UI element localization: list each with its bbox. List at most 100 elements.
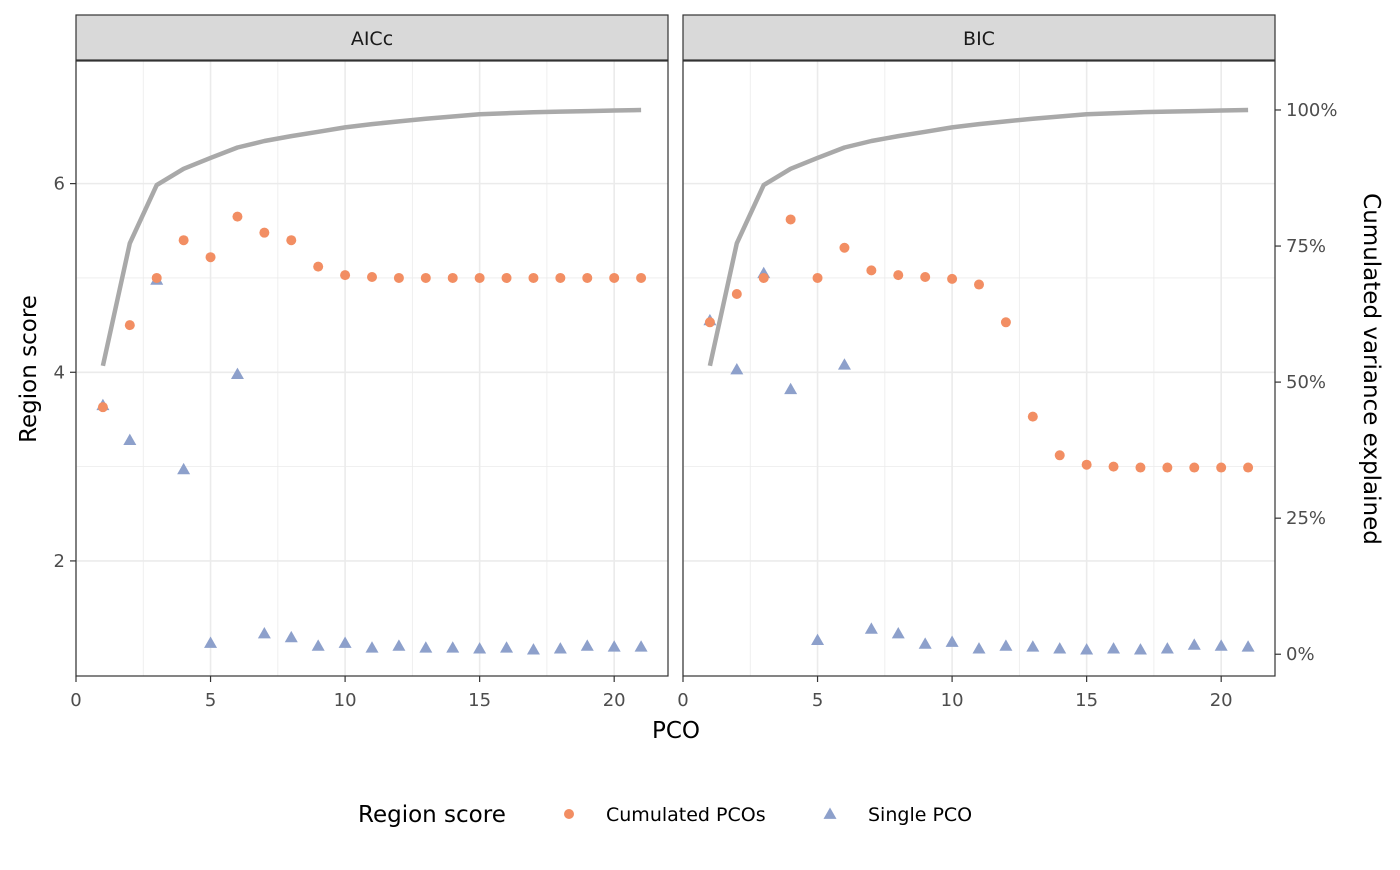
- legend-item-label: Single PCO: [868, 804, 972, 826]
- cumulated-pcos-point: [947, 273, 958, 284]
- cumulated-pcos-point: [447, 272, 458, 283]
- cumulated-pcos-point: [731, 288, 742, 299]
- x-tick-label: 5: [205, 690, 216, 711]
- single-pco-point: [1107, 642, 1121, 654]
- cumulated-pcos-point: [1135, 462, 1146, 473]
- x-tick-label: 0: [70, 690, 81, 711]
- legend-key-single-pco: [816, 800, 844, 828]
- cumulated-pcos-point: [704, 317, 715, 328]
- cumulated-variance-line: [707, 107, 1249, 367]
- cumulated-pcos-point: [582, 272, 593, 283]
- single-pco-point: [730, 362, 744, 375]
- facet-strip: [75, 14, 669, 61]
- single-pco-point: [553, 642, 567, 654]
- single-pco-point: [607, 640, 621, 652]
- cumulated-pcos-point: [1081, 459, 1092, 470]
- cumulated-pcos-point: [866, 265, 877, 276]
- cumulated-pcos-point: [367, 272, 377, 283]
- single-pco-point: [284, 630, 298, 643]
- facet-strip: [682, 14, 1276, 61]
- legend-key-triangle: [823, 807, 837, 819]
- x-tick-label: 15: [468, 690, 491, 711]
- single-pco-point: [811, 633, 825, 646]
- single-pco-point: [123, 433, 137, 446]
- single-pco-point: [784, 382, 798, 395]
- x-tick-label: 10: [941, 690, 964, 711]
- single-pco-point: [580, 639, 594, 651]
- single-pco-point: [526, 643, 540, 655]
- cumulated-pcos-point: [178, 235, 189, 246]
- cumulated-pcos-point: [1162, 462, 1173, 473]
- cumulated-pcos-point: [259, 227, 270, 238]
- y-tick-label: 2: [54, 551, 65, 572]
- legend: Cumulated PCOs Single PCO: [555, 800, 972, 828]
- cumulated-pcos-point: [636, 272, 647, 283]
- single-pco-point: [891, 627, 905, 639]
- cumulated-pcos-point: [1243, 462, 1254, 473]
- cumulated-pcos-point: [151, 272, 162, 283]
- y-tick-label: 6: [54, 174, 65, 195]
- single-pco-point: [1026, 640, 1040, 652]
- cumulated-pcos-point: [474, 272, 485, 283]
- x-tick-label: 20: [1210, 690, 1233, 711]
- legend-key-circle: [564, 809, 574, 819]
- single-pco-point: [230, 367, 244, 380]
- single-pco-point: [918, 637, 932, 649]
- x-tick-label: 0: [677, 690, 688, 711]
- y2-axis-title: Cumulated variance explained: [1358, 193, 1384, 545]
- single-pco-point: [500, 641, 514, 653]
- cumulated-pcos-point: [313, 261, 324, 272]
- cumulated-pcos-point: [555, 272, 566, 283]
- y2-tick-label: 50%: [1286, 372, 1326, 393]
- facet-strip-label: BIC: [963, 28, 995, 50]
- cumulated-pcos-point: [1189, 462, 1200, 473]
- cumulated-pcos-point: [1216, 462, 1227, 473]
- y2-tick-label: 25%: [1286, 508, 1326, 529]
- single-pco-point: [204, 636, 218, 648]
- cumulated-pcos-point: [839, 242, 850, 253]
- single-pco-point: [446, 641, 460, 653]
- facet-panel-aicc: AICc 0 5 10 15 20 2 4 6: [54, 14, 669, 711]
- single-pco-point: [999, 639, 1013, 651]
- x-tick-label: 10: [334, 690, 357, 711]
- legend-key-cumulated-pcos: [555, 800, 583, 828]
- cumulated-pcos-point: [340, 270, 351, 281]
- single-pco-point: [392, 639, 406, 651]
- panel-border: [75, 60, 669, 677]
- single-pco-point: [1053, 642, 1067, 654]
- single-pco-point: [945, 635, 959, 647]
- cumulated-pcos-point: [893, 270, 904, 281]
- single-pco-point: [972, 642, 986, 654]
- single-pco-point: [837, 358, 851, 370]
- single-pco-point: [1133, 643, 1147, 655]
- single-pco-point: [864, 622, 878, 634]
- cumulated-pcos-point: [785, 214, 796, 225]
- cumulated-pcos-point: [205, 252, 216, 263]
- facet-strip-label: AICc: [351, 28, 393, 50]
- cumulated-pcos-point: [420, 272, 431, 283]
- cumulated-pcos-point: [758, 272, 769, 283]
- single-pco-point: [1080, 643, 1094, 655]
- cumulated-pcos-point: [286, 235, 297, 246]
- panel-background: [683, 61, 1275, 676]
- single-pco-point: [1241, 640, 1255, 652]
- cumulated-pcos-point: [528, 272, 539, 283]
- panel-border: [682, 60, 1276, 677]
- panel-background: [76, 61, 668, 676]
- single-pco-point: [473, 642, 487, 654]
- cumulated-variance-line: [100, 107, 642, 367]
- facet-panel-bic: BIC 0 5 10 15 20 0% 25% 50% 75% 100%: [677, 14, 1337, 711]
- legend-title: Region score: [358, 802, 506, 828]
- single-pco-point: [634, 640, 648, 652]
- single-pco-point: [311, 639, 325, 651]
- cumulated-pcos-point: [1054, 450, 1065, 461]
- single-pco-point: [1187, 638, 1201, 650]
- x-tick-label: 15: [1075, 690, 1098, 711]
- single-pco-point: [177, 462, 191, 475]
- cumulated-pcos-point: [609, 272, 620, 283]
- y2-tick-label: 100%: [1286, 100, 1337, 121]
- cumulated-pcos-point: [1000, 317, 1011, 328]
- cumulated-pcos-point: [97, 402, 108, 413]
- x-tick-label: 5: [812, 690, 823, 711]
